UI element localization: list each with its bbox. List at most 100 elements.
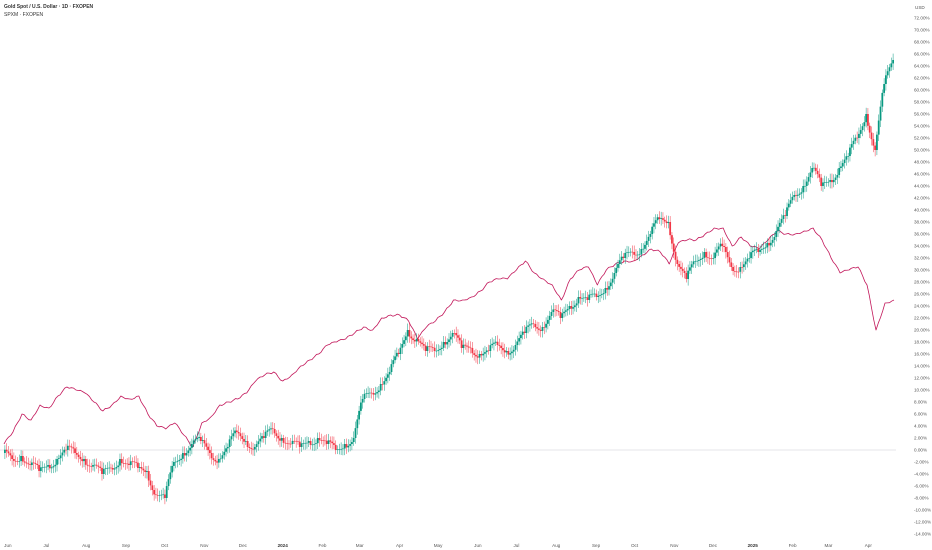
gold-candle <box>293 434 296 445</box>
gold-candle <box>214 455 217 466</box>
gold-candle <box>248 443 251 453</box>
y-axis[interactable]: USD 72.00% 70.00% 68.00% 66.00% 64.00% 62.00% 6… <box>914 5 931 537</box>
gold-candle <box>829 173 832 189</box>
gold-candle <box>787 199 790 211</box>
gold-candle <box>223 445 226 460</box>
gold-candle <box>600 288 603 299</box>
gold-candle <box>102 462 105 479</box>
gold-candle <box>563 306 565 318</box>
gold-candle <box>843 153 846 169</box>
gold-candle <box>417 333 420 345</box>
gold-candle <box>818 168 821 183</box>
gold-candle <box>838 162 841 179</box>
gold-candle <box>629 248 632 257</box>
gold-candle <box>764 242 767 254</box>
gold-candle <box>280 434 283 447</box>
gold-candle <box>566 304 569 316</box>
gold-candle <box>18 454 21 468</box>
x-tick-label: Oct <box>631 543 639 548</box>
gold-candle <box>748 251 751 263</box>
gold-candle <box>288 440 290 450</box>
gold-candle <box>881 89 884 112</box>
y-tick-label: 34.00% <box>914 244 930 249</box>
gold-candle <box>518 331 521 346</box>
gold-candle <box>334 440 337 455</box>
gold-candle <box>645 234 648 251</box>
gold-candle <box>511 345 513 360</box>
gold-candle <box>786 202 788 220</box>
gold-candle <box>235 424 238 439</box>
x-tick-label: Aug <box>82 543 91 548</box>
gold-candle <box>615 262 618 277</box>
gold-candle <box>491 337 494 349</box>
gold-candle <box>888 63 891 78</box>
gold-candle <box>108 461 111 474</box>
gold-candle <box>446 338 449 350</box>
gold-candle <box>137 458 139 473</box>
gold-candle <box>460 334 463 353</box>
gold-candle <box>421 336 423 349</box>
gold-candle <box>354 421 357 444</box>
gold-candle <box>500 342 503 355</box>
gold-candle <box>415 333 418 347</box>
gold-candle <box>66 439 69 457</box>
y-tick-label: 20.00% <box>914 328 930 333</box>
gold-candle <box>65 443 67 455</box>
legend-main-symbol: Gold Spot / U.S. Dollar · 1D · FXOPEN <box>4 4 94 10</box>
gold-candle <box>599 288 601 303</box>
gold-candle <box>705 248 708 262</box>
gold-candle <box>527 321 530 334</box>
gold-candle <box>352 431 355 446</box>
gold-candle <box>724 243 727 259</box>
y-tick-label: 28.00% <box>914 280 930 285</box>
gold-candle <box>356 415 359 435</box>
gold-candle <box>39 460 42 478</box>
gold-candle <box>475 348 477 363</box>
gold-candle <box>451 329 454 344</box>
x-tick-label: Mar <box>356 543 364 548</box>
gold-candle <box>433 341 436 358</box>
gold-candle <box>208 443 211 460</box>
gold-candle <box>579 290 582 305</box>
gold-candle <box>557 304 560 316</box>
y-tick-label: 16.00% <box>914 352 930 357</box>
gold-candle <box>814 163 817 175</box>
y-tick-label: -10.00% <box>914 508 931 513</box>
gold-candle <box>455 326 458 342</box>
gold-candle <box>252 442 254 456</box>
gold-candle <box>439 345 441 356</box>
gold-candle <box>467 340 470 353</box>
gold-candle <box>131 457 134 469</box>
x-tick-label: 2025 <box>748 543 759 548</box>
gold-candle <box>205 438 208 451</box>
x-axis[interactable]: Jun Jul Aug Sep Oct Nov Dec 2024 Feb Mar Apr May Jun… <box>4 543 872 548</box>
gold-candle <box>768 237 770 252</box>
spxm-line <box>3 227 895 448</box>
x-tick-label: Oct <box>161 543 169 548</box>
gold-candle <box>886 65 889 79</box>
gold-candle <box>347 439 350 453</box>
gold-candle <box>241 432 244 445</box>
gold-candle <box>83 455 85 468</box>
gold-candle <box>489 339 492 358</box>
gold-candle <box>338 443 341 455</box>
gold-candle <box>689 261 691 274</box>
gold-candle <box>173 457 175 472</box>
gold-candle <box>304 437 307 450</box>
gold-candle <box>868 122 871 139</box>
gold-candle <box>861 123 864 137</box>
gold-candle <box>140 461 143 474</box>
gold-candle <box>187 445 190 457</box>
gold-candle <box>164 489 166 505</box>
gold-candle <box>406 323 409 343</box>
y-tick-label: 2.00% <box>914 436 927 441</box>
gold-candle <box>741 261 743 274</box>
gold-candle <box>694 254 697 268</box>
gold-candle <box>778 218 781 234</box>
x-tick-label: Jul <box>513 543 519 548</box>
gold-candle <box>95 458 98 469</box>
gold-candle <box>99 460 102 472</box>
gold-candle <box>372 388 375 401</box>
gold-candle <box>203 433 206 450</box>
